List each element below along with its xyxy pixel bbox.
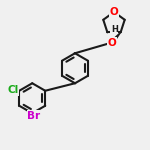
- Text: H: H: [111, 25, 118, 34]
- Polygon shape: [111, 32, 121, 44]
- Text: Br: Br: [27, 111, 41, 121]
- Text: O: O: [110, 7, 118, 17]
- Text: Cl: Cl: [8, 85, 19, 95]
- Text: O: O: [108, 38, 116, 48]
